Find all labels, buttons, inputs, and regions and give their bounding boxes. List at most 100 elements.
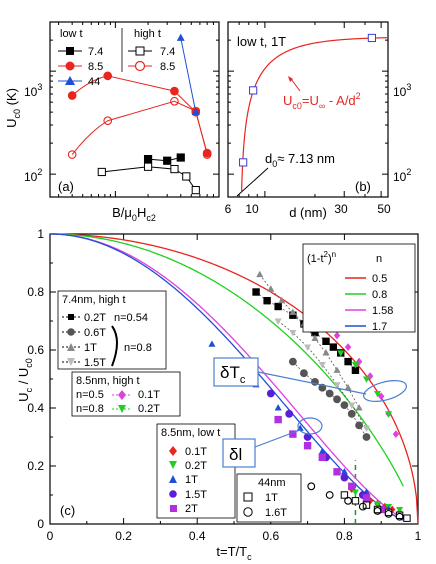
legend-7.4nm-high-t: 7.4nm, high t 0.2T n=0.54 0.6T 1T 1.5T n… — [57, 290, 167, 370]
legend-label: 1T — [84, 342, 97, 354]
fit-curve — [49, 233, 404, 520]
data-point — [256, 270, 264, 278]
data-point — [318, 447, 326, 455]
data-point — [340, 473, 349, 482]
data-point — [374, 390, 382, 398]
data-point — [249, 86, 258, 95]
data-point — [325, 491, 334, 499]
data-point — [274, 302, 282, 311]
data-point — [351, 489, 359, 496]
panel-a-ytick-1000: 103 — [24, 82, 42, 99]
data-point — [322, 349, 330, 356]
data-point — [263, 297, 271, 305]
panel-b-xtick-30: 30 — [334, 202, 348, 216]
legend-item-8.5: 8.5 8.5 — [58, 60, 175, 73]
legend-marker-filled-square — [68, 314, 74, 320]
panel-a-tag: (a) — [58, 179, 74, 194]
callout-ellipse — [363, 380, 407, 402]
legend-marker-open-circle — [243, 507, 253, 517]
panel-b-ytick-100: 102 — [393, 167, 411, 184]
legend-label: 8.5 — [88, 61, 103, 73]
data-point — [351, 361, 359, 369]
panel-b-xlabel: d (nm) — [289, 205, 327, 220]
legend-label: 1T — [185, 474, 198, 486]
data-point — [329, 343, 338, 351]
legend-label: 7.4 — [88, 46, 103, 58]
ytick-label: 0 — [37, 517, 44, 531]
panel-b-xtick-10: 10 — [245, 202, 259, 216]
legend-marker-filled-square — [66, 47, 74, 55]
data-point — [333, 395, 341, 404]
data-point — [347, 409, 356, 418]
legend-marker-open-square — [135, 46, 145, 56]
data-point — [351, 497, 360, 505]
data-point — [307, 482, 316, 491]
data-point — [374, 501, 382, 508]
xtick-label: 1 — [415, 529, 422, 543]
data-point — [337, 350, 345, 357]
data-point — [340, 491, 349, 499]
legend-marker-filled-tri-down — [169, 461, 177, 469]
data-point — [355, 421, 364, 430]
panel-c-markers — [208, 270, 411, 522]
legend-header-low-t: low t — [60, 28, 83, 40]
data-point — [318, 453, 327, 462]
panel-b: low t, 1T Uc0=U∞ - A/d2 d0≈ 7.13 nm (b) … — [225, 21, 411, 220]
callout-delta-l: δl — [222, 417, 323, 468]
panel-a-ytick-100: 102 — [24, 167, 42, 184]
callout-box — [222, 438, 256, 468]
legend-row-label: n=0.5 — [76, 389, 104, 401]
legend-label: 1.5T — [185, 489, 207, 501]
fit-legend-box — [302, 243, 416, 333]
data-point — [239, 158, 248, 167]
data-point — [340, 467, 348, 475]
panel-a-ticks — [50, 21, 220, 197]
data-point — [403, 514, 411, 522]
panel-b-formula: Uc0=U∞ - A/d2 — [283, 91, 361, 111]
data-point — [362, 501, 371, 509]
data-point — [67, 150, 77, 159]
ytick-label: 0.8 — [27, 285, 44, 299]
fit-legend: (1-t2)n n 0.5 0.8 1.58 1.7 — [302, 243, 416, 333]
data-point — [362, 376, 370, 383]
data-point — [348, 402, 356, 409]
data-point — [385, 411, 393, 418]
data-point — [143, 154, 153, 164]
legend-label: 1.5T — [84, 357, 106, 369]
xtick-label: 0.8 — [336, 529, 353, 543]
data-point — [304, 344, 312, 351]
legend-item-44: 44 — [58, 76, 100, 88]
series-line — [180, 37, 197, 113]
data-point — [358, 502, 367, 511]
panel-b-header: low t, 1T — [237, 34, 286, 49]
data-point — [170, 96, 179, 106]
data-point — [274, 415, 282, 424]
data-point — [274, 318, 282, 325]
data-point — [344, 383, 352, 391]
data-point — [344, 343, 352, 351]
series-line — [259, 274, 360, 409]
data-point — [285, 409, 294, 418]
ytick-label: 0.4 — [27, 401, 44, 415]
panel-b-tag: (b) — [355, 179, 371, 194]
legend-label: 0.1T — [185, 446, 207, 458]
legend-title: 44nm — [258, 477, 286, 489]
data-point — [176, 33, 185, 41]
data-point — [182, 172, 191, 181]
panel-c-tag: (c) — [60, 503, 75, 518]
data-point — [303, 433, 312, 441]
legend-label: 8.5 — [160, 61, 175, 73]
callout-delta-Tc: δTc — [213, 357, 407, 402]
data-point — [325, 389, 334, 398]
data-point — [103, 116, 113, 126]
data-point — [340, 401, 349, 410]
callout-label: δl — [229, 445, 242, 464]
panel-b-markers — [239, 33, 376, 167]
legend-box — [156, 423, 236, 519]
data-point — [289, 308, 297, 315]
data-point — [97, 167, 106, 177]
panel-c-ticks: 0 0.2 0.4 0.6 0.8 1 0 0.2 0.4 0.6 0.8 1 — [27, 227, 421, 543]
xtick-label: 0 — [47, 529, 54, 543]
data-point — [333, 366, 341, 373]
data-point — [300, 369, 308, 378]
